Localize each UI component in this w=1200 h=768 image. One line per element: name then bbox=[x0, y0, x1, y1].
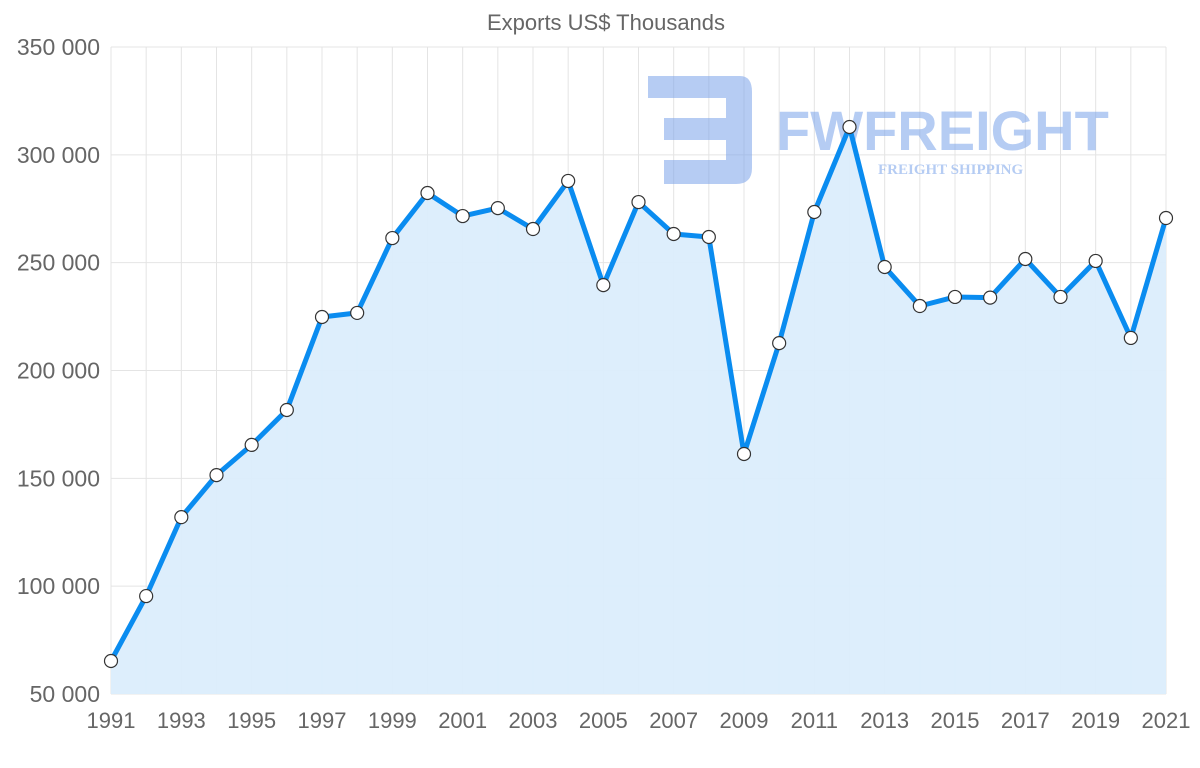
data-point bbox=[103, 653, 119, 669]
x-axis: 1991 1993 1995 1997 1999 2001 2003 2005 2007 2009… bbox=[87, 708, 1191, 733]
x-tick-label: 1999 bbox=[368, 708, 417, 733]
x-tick-label: 1997 bbox=[298, 708, 347, 733]
data-point bbox=[561, 173, 576, 189]
data-point bbox=[631, 194, 646, 210]
data-point bbox=[385, 230, 400, 246]
x-tick-label: 2015 bbox=[931, 708, 980, 733]
data-point bbox=[1053, 289, 1068, 305]
area-fill bbox=[111, 127, 1166, 695]
x-tick-label: 1993 bbox=[157, 708, 206, 733]
x-tick-label: 2019 bbox=[1071, 708, 1120, 733]
data-point bbox=[490, 201, 505, 216]
data-point bbox=[174, 510, 189, 525]
data-point bbox=[842, 119, 857, 135]
data-point bbox=[912, 298, 927, 314]
data-point bbox=[701, 229, 716, 245]
data-point bbox=[877, 259, 892, 275]
x-tick-label: 2013 bbox=[860, 708, 909, 733]
data-point bbox=[1018, 251, 1033, 267]
data-point bbox=[420, 185, 435, 201]
x-tick-label: 2001 bbox=[438, 708, 487, 733]
y-tick-label: 200 000 bbox=[17, 358, 100, 384]
data-point bbox=[666, 226, 681, 242]
data-point bbox=[596, 277, 611, 293]
data-point bbox=[983, 290, 998, 305]
y-axis: 50 000 100 000 150 000 200 000 250 000 300 00… bbox=[17, 34, 100, 707]
data-point bbox=[350, 305, 365, 321]
x-tick-label: 2011 bbox=[791, 708, 838, 733]
x-tick-label: 2007 bbox=[649, 708, 698, 733]
data-point bbox=[455, 208, 470, 224]
x-tick-label: 2003 bbox=[509, 708, 558, 733]
y-tick-label: 100 000 bbox=[17, 573, 100, 599]
y-tick-label: 300 000 bbox=[17, 142, 100, 168]
x-tick-label: 1995 bbox=[227, 708, 276, 733]
x-tick-label: 2021 bbox=[1142, 708, 1191, 733]
data-points bbox=[103, 119, 1174, 669]
x-tick-label: 2017 bbox=[1001, 708, 1050, 733]
data-point bbox=[244, 437, 259, 453]
data-point bbox=[1088, 253, 1103, 269]
y-tick-label: 50 000 bbox=[30, 681, 100, 707]
data-point bbox=[947, 289, 963, 305]
data-point bbox=[1123, 330, 1138, 346]
data-point bbox=[1158, 210, 1174, 226]
x-tick-label: 1991 bbox=[87, 708, 136, 733]
data-point bbox=[772, 336, 787, 351]
data-point bbox=[209, 467, 224, 483]
fwfreight-logo-watermark: FWFREIGHT FREIGHT SHIPPING bbox=[648, 76, 1109, 184]
watermark-brand: FWFREIGHT bbox=[776, 99, 1109, 162]
y-tick-label: 350 000 bbox=[17, 34, 100, 60]
watermark-tagline: FREIGHT SHIPPING bbox=[878, 162, 1023, 178]
x-tick-label: 2009 bbox=[720, 708, 769, 733]
x-tick-label: 2005 bbox=[579, 708, 628, 733]
data-point bbox=[525, 221, 541, 237]
y-tick-label: 250 000 bbox=[17, 250, 100, 276]
data-point bbox=[279, 402, 294, 418]
data-point bbox=[807, 204, 822, 220]
data-point bbox=[736, 446, 752, 462]
y-tick-label: 150 000 bbox=[17, 465, 100, 491]
data-point bbox=[139, 588, 154, 604]
data-point bbox=[314, 309, 330, 325]
chart-title: Exports US$ Thousands bbox=[487, 10, 725, 35]
